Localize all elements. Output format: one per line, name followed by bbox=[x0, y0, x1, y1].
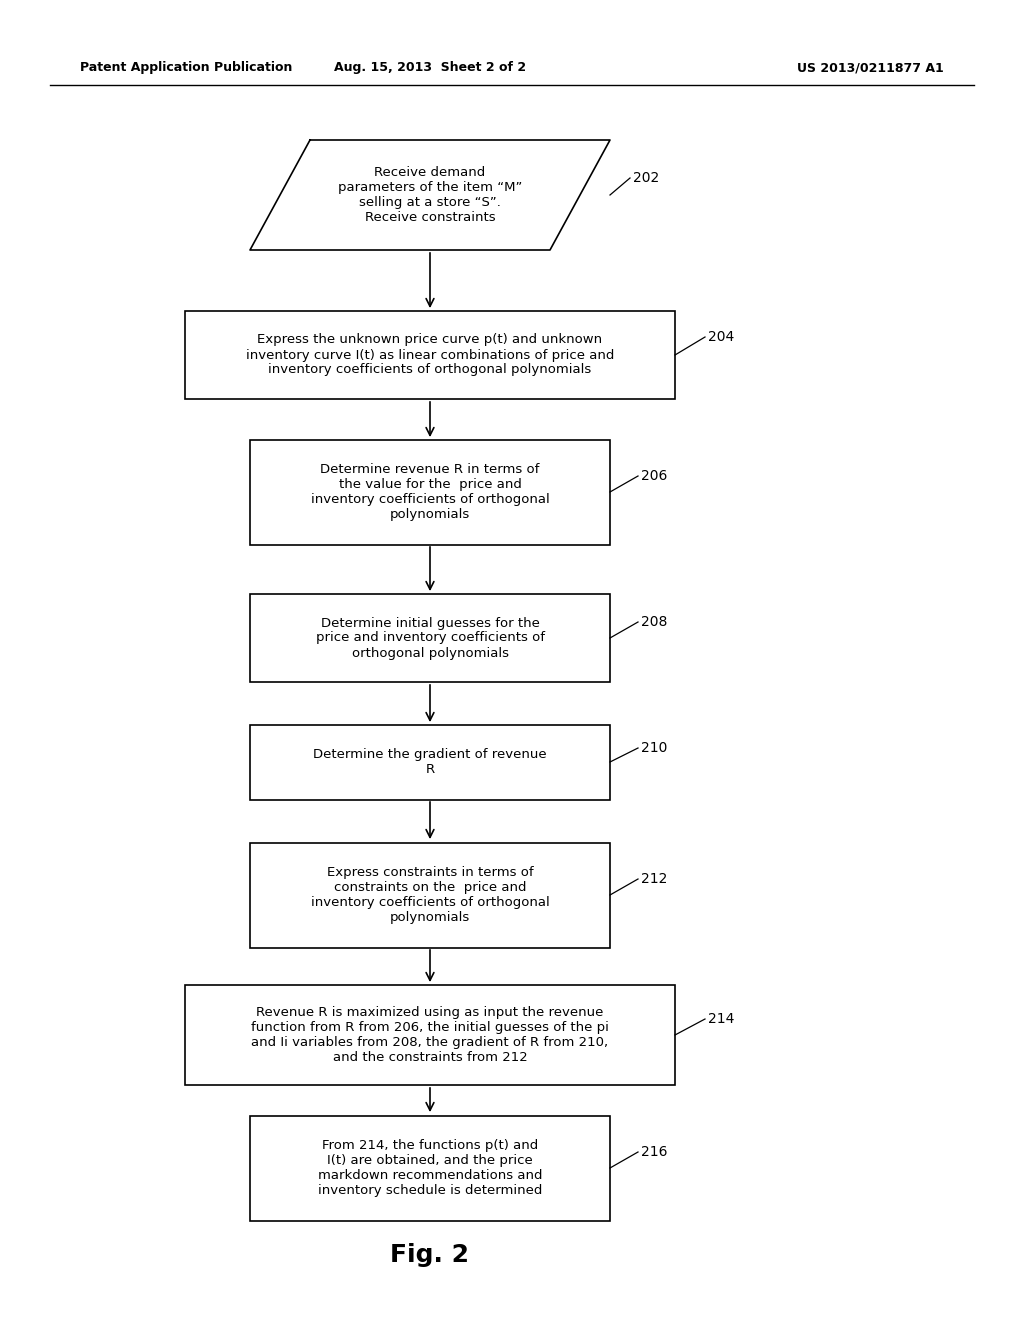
Text: Determine the gradient of revenue
R: Determine the gradient of revenue R bbox=[313, 748, 547, 776]
Text: Express constraints in terms of
constraints on the  price and
inventory coeffici: Express constraints in terms of constrai… bbox=[310, 866, 549, 924]
Text: Determine initial guesses for the
price and inventory coefficients of
orthogonal: Determine initial guesses for the price … bbox=[315, 616, 545, 660]
Text: Determine revenue R in terms of
the value for the  price and
inventory coefficie: Determine revenue R in terms of the valu… bbox=[310, 463, 549, 521]
Text: 204: 204 bbox=[708, 330, 734, 345]
Text: 210: 210 bbox=[641, 741, 668, 755]
Text: Fig. 2: Fig. 2 bbox=[390, 1243, 469, 1267]
Text: 206: 206 bbox=[641, 469, 668, 483]
Text: 216: 216 bbox=[641, 1144, 668, 1159]
Bar bbox=[250, 594, 610, 682]
Bar bbox=[250, 725, 610, 800]
Text: Revenue R is maximized using as input the revenue
function from R from 206, the : Revenue R is maximized using as input th… bbox=[251, 1006, 609, 1064]
Text: 212: 212 bbox=[641, 873, 668, 886]
Bar bbox=[185, 985, 675, 1085]
Text: Receive demand
parameters of the item “M”
selling at a store “S”.
Receive constr: Receive demand parameters of the item “M… bbox=[338, 166, 522, 224]
Bar bbox=[185, 312, 675, 399]
Text: From 214, the functions p(t) and
I(t) are obtained, and the price
markdown recom: From 214, the functions p(t) and I(t) ar… bbox=[317, 1139, 543, 1197]
Text: Express the unknown price curve p(t) and unknown
inventory curve I(t) as linear : Express the unknown price curve p(t) and… bbox=[246, 334, 614, 376]
Text: US 2013/0211877 A1: US 2013/0211877 A1 bbox=[797, 62, 943, 74]
Text: 202: 202 bbox=[633, 172, 659, 185]
Text: 214: 214 bbox=[708, 1012, 734, 1026]
Text: Aug. 15, 2013  Sheet 2 of 2: Aug. 15, 2013 Sheet 2 of 2 bbox=[334, 62, 526, 74]
Bar bbox=[250, 1115, 610, 1221]
Bar bbox=[250, 440, 610, 544]
Bar bbox=[250, 842, 610, 948]
Text: 208: 208 bbox=[641, 615, 668, 630]
Text: Patent Application Publication: Patent Application Publication bbox=[80, 62, 293, 74]
